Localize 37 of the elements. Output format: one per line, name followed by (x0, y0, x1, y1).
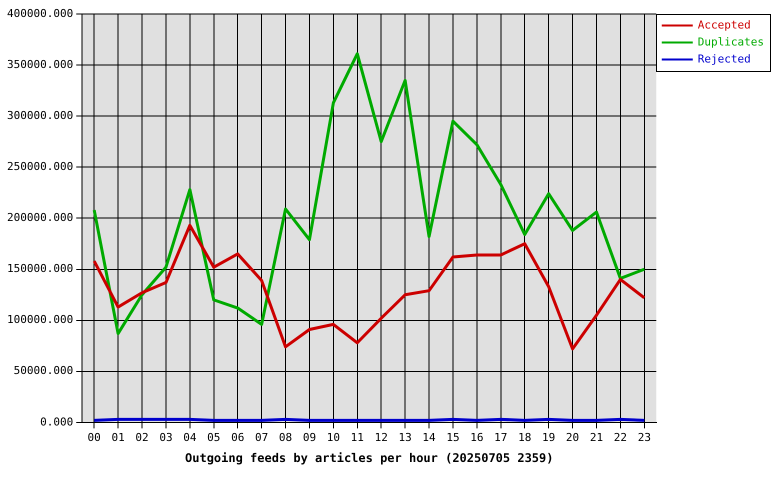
x-tick-label: 17 (494, 430, 508, 444)
y-tick-label: 150000.000 (6, 262, 74, 276)
legend-label: Rejected (698, 52, 751, 66)
y-tick-label: 300000.000 (6, 108, 74, 122)
y-tick-label: 350000.000 (6, 58, 74, 71)
y-tick-label: 100000.000 (6, 313, 74, 326)
x-tick-label: 18 (518, 430, 532, 444)
x-tick-label: 19 (542, 430, 556, 444)
x-tick-label: 22 (614, 430, 628, 444)
x-tick-label: 09 (302, 430, 316, 444)
x-tick-label: 05 (207, 430, 220, 444)
y-tick-label: 400000.000 (6, 6, 74, 20)
x-tick-label: 02 (135, 430, 149, 444)
x-tick-label: 00 (88, 430, 101, 444)
x-tick-label: 04 (183, 430, 197, 444)
y-tick-label: 200000.000 (6, 211, 74, 224)
x-tick-label: 20 (566, 430, 580, 444)
x-tick-label: 11 (350, 430, 364, 444)
x-tick-label: 06 (231, 430, 244, 444)
x-tick-label: 13 (398, 430, 412, 444)
x-tick-label: 12 (374, 430, 388, 444)
y-tick-label: 0.000 (40, 415, 74, 428)
y-tick-label: 50000.000 (14, 364, 74, 378)
x-tick-label: 14 (422, 430, 436, 444)
legend-label: Accepted (698, 18, 751, 32)
x-tick-label: 07 (254, 430, 268, 444)
x-tick-label: 10 (326, 430, 340, 444)
x-tick-label: 03 (159, 430, 173, 444)
x-tick-label: 15 (446, 430, 460, 444)
x-tick-label: 16 (470, 430, 484, 444)
y-tick-label: 250000.000 (6, 160, 74, 174)
x-tick-label: 01 (111, 430, 125, 444)
legend-label: Duplicates (698, 35, 764, 48)
x-tick-label: 21 (590, 430, 604, 444)
x-axis-title: Outgoing feeds by articles per hour (20250705 2359) (185, 450, 554, 465)
x-tick-label: 08 (278, 430, 292, 444)
x-tick-label: 23 (638, 430, 651, 444)
